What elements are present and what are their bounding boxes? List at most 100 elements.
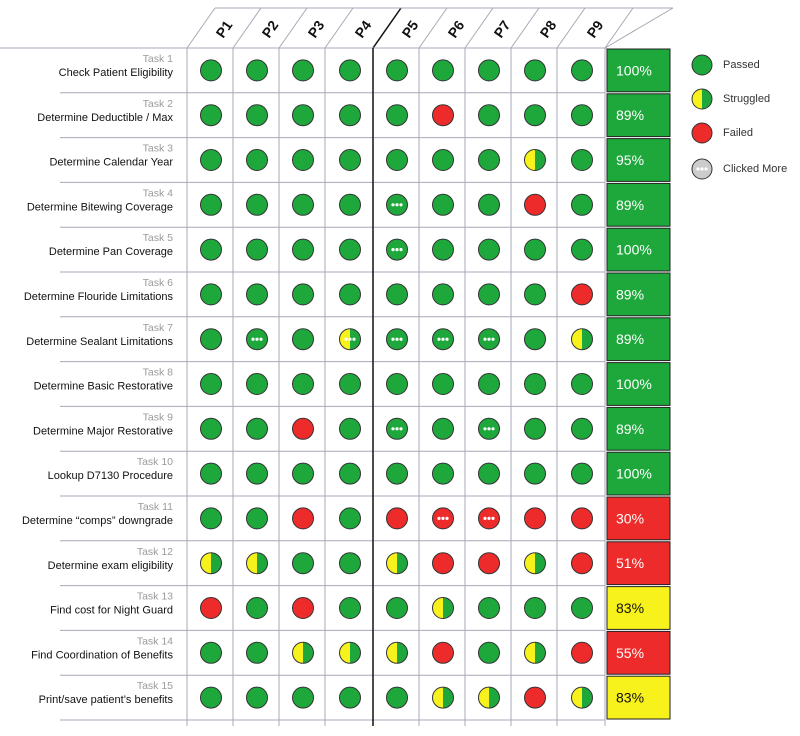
legend-label-failed: Failed bbox=[723, 127, 753, 139]
task-number: Task 15 bbox=[137, 680, 173, 692]
score-cell bbox=[606, 630, 671, 675]
task-number: Task 9 bbox=[143, 411, 174, 423]
result-marker bbox=[339, 552, 361, 575]
result-marker bbox=[386, 373, 408, 395]
score-cell bbox=[606, 138, 671, 182]
result-marker bbox=[524, 552, 546, 575]
result-marker bbox=[200, 417, 222, 440]
struggled-left-half bbox=[200, 552, 211, 574]
clicked-more-dot bbox=[483, 516, 487, 521]
struggled-right-half bbox=[443, 597, 454, 619]
result-marker bbox=[478, 238, 500, 261]
result-marker bbox=[292, 552, 314, 575]
result-marker bbox=[246, 507, 268, 530]
score-value: 89% bbox=[616, 107, 644, 123]
result-marker bbox=[339, 686, 361, 709]
result-marker bbox=[432, 104, 454, 127]
result-marker bbox=[524, 238, 546, 261]
result-marker bbox=[386, 686, 408, 709]
struggled-left-half bbox=[571, 328, 582, 350]
result-marker bbox=[478, 686, 500, 709]
clicked-more-dot bbox=[395, 427, 399, 431]
struggled-right-half bbox=[257, 552, 268, 574]
struggled-right-half bbox=[535, 552, 546, 574]
result-marker bbox=[524, 373, 546, 395]
clicked-more-dot bbox=[441, 516, 445, 521]
result-marker bbox=[571, 462, 593, 485]
struggled-left-half bbox=[246, 552, 257, 574]
result-marker bbox=[292, 507, 314, 530]
struggled-left-half bbox=[386, 552, 397, 574]
result-marker bbox=[292, 462, 314, 485]
clicked-more-dot bbox=[491, 516, 495, 521]
score-value: 83% bbox=[616, 600, 644, 616]
result-marker bbox=[246, 552, 268, 575]
result-marker bbox=[432, 149, 454, 171]
struggled-left-half bbox=[339, 642, 350, 664]
score-value: 89% bbox=[616, 331, 644, 347]
result-marker bbox=[432, 417, 454, 440]
task-name: Determine Flouride Limitations bbox=[24, 291, 174, 303]
clicked-more-dot bbox=[395, 203, 399, 207]
struggled-right-half bbox=[535, 642, 546, 664]
struggled-right-half bbox=[350, 642, 361, 664]
struggled-right-half bbox=[397, 552, 408, 574]
struggled-left-half bbox=[478, 687, 489, 709]
task-name: Determine Pan Coverage bbox=[49, 246, 173, 258]
result-marker bbox=[571, 641, 593, 664]
failed-icon bbox=[691, 122, 713, 144]
score-value: 30% bbox=[616, 510, 644, 526]
task-name: Print/save patient’s benefits bbox=[39, 694, 174, 706]
result-marker bbox=[478, 462, 500, 485]
clicked-more-dot bbox=[399, 203, 403, 207]
score-cell bbox=[606, 272, 671, 317]
score-cell bbox=[606, 227, 671, 272]
clicked-more-dot bbox=[399, 337, 403, 341]
result-marker bbox=[339, 104, 361, 127]
result-marker bbox=[478, 149, 500, 171]
result-marker bbox=[524, 328, 546, 351]
struggled-left-half bbox=[524, 552, 535, 574]
result-marker bbox=[200, 462, 222, 485]
result-marker bbox=[478, 59, 500, 82]
result-marker bbox=[571, 507, 593, 530]
result-marker bbox=[386, 59, 408, 82]
task-name: Determine Bitewing Coverage bbox=[27, 201, 173, 213]
result-marker bbox=[386, 462, 408, 485]
result-marker bbox=[246, 373, 268, 395]
result-marker bbox=[478, 104, 500, 127]
score-cell bbox=[606, 541, 671, 586]
score-value: 51% bbox=[616, 555, 644, 571]
result-marker bbox=[246, 641, 268, 664]
legend-item-clicked-more: Clicked More bbox=[690, 156, 787, 182]
task-number: Task 12 bbox=[137, 546, 173, 558]
result-marker bbox=[571, 59, 593, 82]
result-marker bbox=[200, 373, 222, 395]
participant-label: P7 bbox=[491, 17, 514, 40]
result-marker bbox=[246, 597, 268, 619]
clicked-more-dot bbox=[437, 337, 441, 341]
result-marker bbox=[571, 597, 593, 619]
score-cell bbox=[606, 362, 671, 406]
participant-label: P8 bbox=[537, 17, 560, 40]
result-marker bbox=[524, 104, 546, 127]
score-value: 89% bbox=[616, 286, 644, 302]
header-divider bbox=[556, 7, 586, 49]
header-divider bbox=[278, 7, 308, 49]
result-marker bbox=[200, 283, 222, 306]
result-marker bbox=[339, 507, 361, 530]
result-marker bbox=[571, 373, 593, 395]
result-marker bbox=[386, 283, 408, 306]
participant-label: P9 bbox=[584, 17, 607, 40]
task-number: Task 13 bbox=[137, 591, 173, 603]
clicked-more-icon bbox=[691, 158, 713, 180]
legend-label-struggled: Struggled bbox=[723, 93, 771, 105]
score-value: 100% bbox=[616, 376, 652, 392]
score-cell bbox=[606, 48, 671, 93]
participant-label: P2 bbox=[259, 17, 282, 40]
task-name: Determine exam eligibility bbox=[48, 560, 174, 572]
task-number: Task 1 bbox=[143, 53, 174, 65]
clicked-more-dot bbox=[348, 337, 352, 341]
result-marker bbox=[246, 59, 268, 82]
participant-label: P4 bbox=[352, 17, 375, 40]
